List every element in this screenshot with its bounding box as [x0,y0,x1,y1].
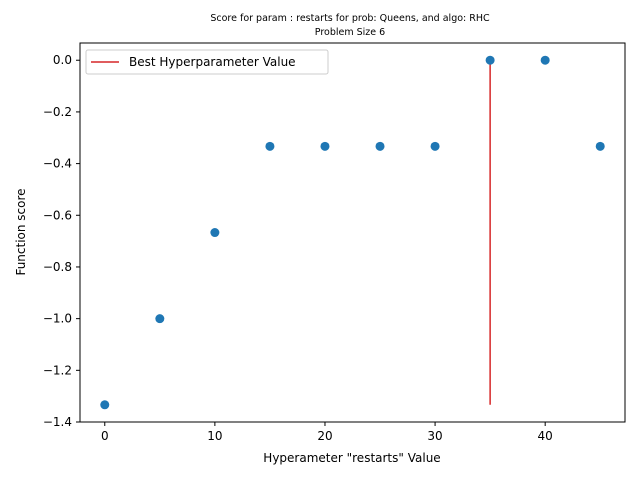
x-tick-label: 0 [101,429,109,443]
ticks-layer: 0 10 20 30 40 −1.4 −1.2 −1.0 −0.8 −0.6 −0.4 −0.2 0.0 [43,53,553,443]
y-tick-label: −1.2 [43,363,72,377]
y-tick-label: −1.0 [43,312,72,326]
legend-box [85,49,329,75]
data-point [540,55,550,65]
data-point [375,141,385,151]
data-point [485,55,495,65]
y-axis-label: Function score [14,188,28,275]
y-tick-label: −1.4 [43,415,72,429]
legend: Best Hyperparameter Value [85,49,329,75]
y-tick-label: −0.6 [43,208,72,222]
legend-label: Best Hyperparameter Value [129,55,296,69]
y-tick-label: −0.4 [43,157,72,171]
y-tick-label: −0.2 [43,105,72,119]
data-point [595,141,605,151]
x-tick-label: 40 [538,429,553,443]
chart-subtitle: Problem Size 6 [315,27,385,38]
data-point [155,314,165,324]
data-point [430,141,440,151]
data-point [320,141,330,151]
chart-title: Score for param : restarts for prob: Que… [210,13,490,24]
x-axis-label: Hyperameter "restarts" Value [263,451,440,465]
data-point [265,141,275,151]
data-point [210,228,220,238]
data-point [100,400,110,410]
x-tick-label: 10 [207,429,222,443]
x-tick-label: 20 [317,429,332,443]
points-layer [100,55,605,410]
y-tick-label: 0.0 [53,53,72,67]
plot-frame [79,42,626,423]
y-tick-label: −0.8 [43,260,72,274]
x-tick-label: 30 [427,429,442,443]
